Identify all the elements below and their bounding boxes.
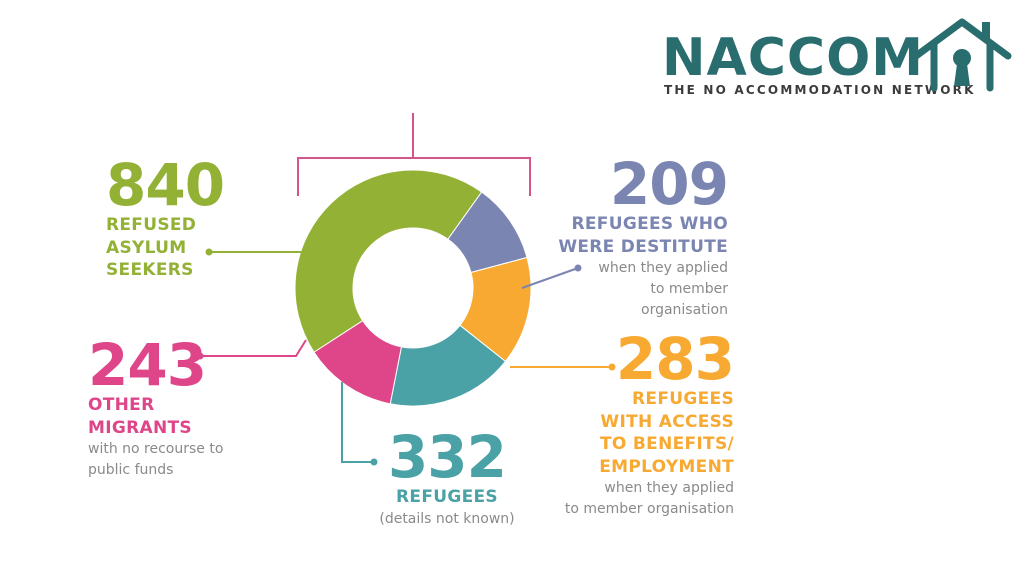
note-line: when they applied bbox=[604, 480, 734, 496]
caption-line: SEEKERS bbox=[106, 260, 194, 280]
donut-slice-refused-asylum-seekers bbox=[294, 169, 483, 353]
label-refugees-with-access: 283 REFUGEES WITH ACCESS TO BENEFITS/ EM… bbox=[564, 325, 735, 520]
value-840: 840 bbox=[106, 151, 225, 219]
caption-line: REFUGEES bbox=[632, 389, 734, 409]
caption-line: TO BENEFITS/ bbox=[600, 434, 734, 454]
value-209: 209 bbox=[609, 150, 729, 218]
leader-dot-other-migrants bbox=[196, 352, 204, 360]
caption-line: REFUSED bbox=[106, 215, 197, 235]
value-332: 332 bbox=[387, 423, 507, 491]
caption-line: ASYLUM bbox=[106, 237, 187, 258]
caption-line: WITH ACCESS bbox=[600, 411, 734, 432]
label-other-migrants: 243 OTHER MIGRANTS with no recourse to p… bbox=[88, 336, 223, 481]
value-283: 283 bbox=[615, 325, 735, 393]
label-refused-asylum-seekers: 840 REFUSED ASYLUM SEEKERS bbox=[106, 151, 225, 282]
note-line: public funds bbox=[88, 462, 174, 478]
leader-dot-refugees-unknown bbox=[370, 458, 378, 466]
house-keyhole-icon bbox=[912, 18, 1012, 92]
value-243: 243 bbox=[88, 331, 207, 399]
leader-line-refugees-destitute bbox=[521, 267, 579, 289]
leader-dot-refugees-with-access bbox=[608, 363, 616, 371]
logo: NACCOM THE NO ACCOMMODATION NETWORK bbox=[662, 18, 1014, 100]
note-line: with no recourse to bbox=[88, 441, 224, 457]
leader-dot-refugees-destitute bbox=[574, 264, 582, 272]
note-line: to member organisation bbox=[564, 501, 734, 517]
leader-line-refugees-unknown bbox=[341, 382, 374, 463]
note-line: to member bbox=[650, 281, 728, 297]
note-line: organisation bbox=[641, 302, 728, 318]
caption-line: OTHER bbox=[88, 395, 155, 415]
total-bracket bbox=[297, 113, 531, 196]
label-refugees-unknown: 332 REFUGEES (details not known) bbox=[356, 428, 556, 530]
caption-line: REFUGEES bbox=[396, 487, 498, 507]
note-line: when they applied bbox=[598, 260, 728, 276]
note-line: (details not known) bbox=[379, 510, 515, 527]
label-refugees-destitute: 209 REFUGEES WHO WERE DESTITUTE when the… bbox=[558, 150, 729, 321]
caption-line: MIGRANTS bbox=[88, 417, 192, 438]
caption-line: WERE DESTITUTE bbox=[558, 236, 728, 257]
donut-slice-other-migrants bbox=[313, 319, 403, 405]
leader-line-other-migrants bbox=[200, 339, 307, 357]
leader-dot-refused-asylum-seekers bbox=[205, 248, 213, 256]
caption-line: EMPLOYMENT bbox=[599, 456, 734, 477]
logo-name: NACCOM bbox=[662, 28, 925, 88]
caption-line: REFUGEES WHO bbox=[571, 214, 728, 234]
logo-tagline: THE NO ACCOMMODATION NETWORK bbox=[664, 83, 976, 97]
